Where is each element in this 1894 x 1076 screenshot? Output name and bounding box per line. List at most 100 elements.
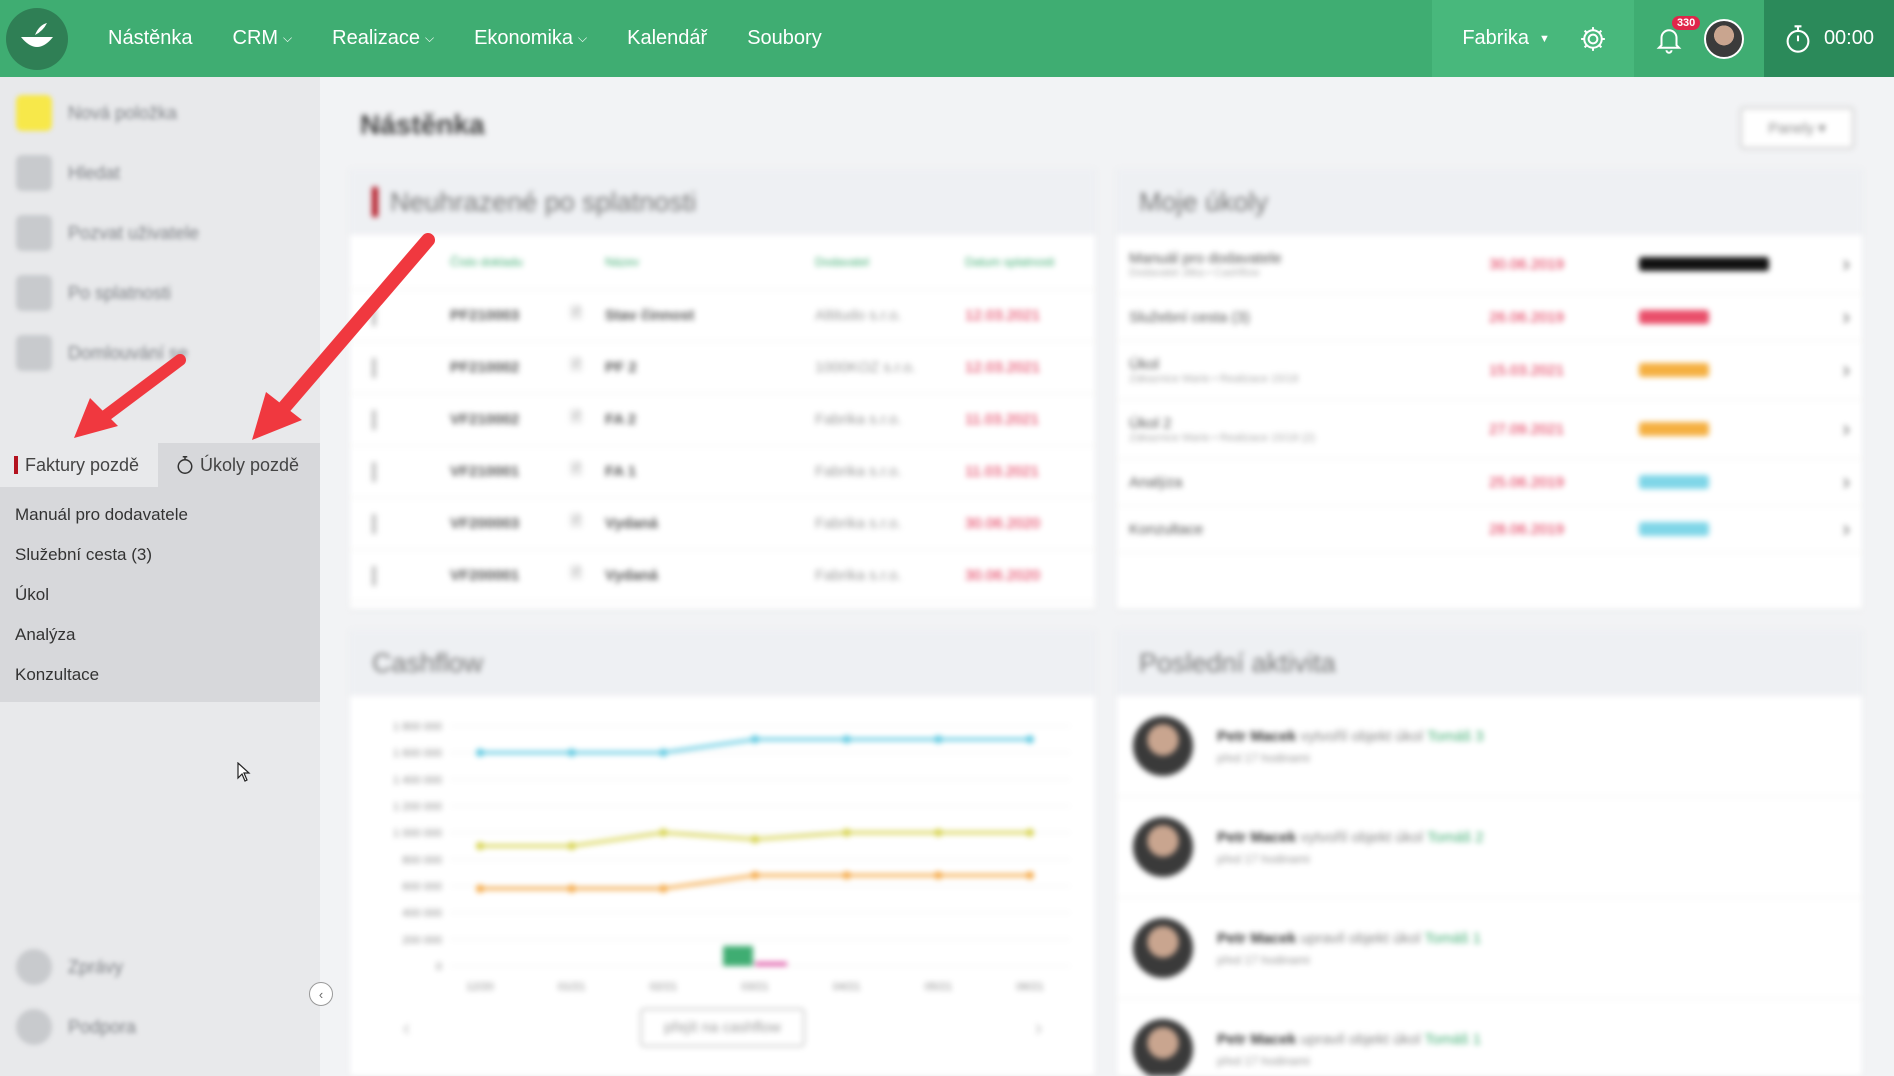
table-row[interactable]: VF210002 🗎 FA 2 Fabrika s.r.o. 11.03.2021 [350, 394, 1095, 446]
data-point[interactable] [751, 735, 759, 744]
stopwatch-icon [1786, 24, 1810, 53]
table-row[interactable]: VF200003 🗎 Vydaná Fabrika s.r.o. 30.06.2020 [350, 498, 1095, 550]
time-tracker[interactable]: 00:00 [1763, 0, 1894, 77]
data-point[interactable] [659, 884, 668, 893]
table-row[interactable]: PF210002 🗎 PF 2 1000KOZ s.r.o. 12.03.2021 [350, 342, 1095, 394]
task-info: Analýza [1117, 474, 1489, 491]
sidebar-item-negotiating[interactable]: Domlouvání se [0, 323, 320, 383]
list-item[interactable]: Analýza [15, 625, 76, 644]
activity-item[interactable]: Petr Macek upravil objekt úkol Tomáš 1 př… [1117, 898, 1862, 999]
go-to-cashflow-button[interactable]: přejít na cashflow [640, 1008, 805, 1047]
chevron-right-icon[interactable]: › [1842, 357, 1850, 382]
nav-nastenka[interactable]: Nástěnka [108, 27, 193, 50]
table-row[interactable]: VF200001 🗎 Vydaná Fabrika s.r.o. 30.06.2020 [350, 550, 1095, 602]
sidebar-item-overdue[interactable]: Po splatnosti [0, 263, 320, 323]
table-row[interactable]: PF210003 🗎 Stav činnost Altitudo s.r.o. 12.0… [350, 290, 1095, 342]
nav-realizace[interactable]: Realizace ⌵ [332, 27, 434, 50]
chevron-right-icon[interactable]: › [1034, 1014, 1043, 1040]
activity-target[interactable]: Tomáš 2 [1426, 828, 1484, 846]
drag-handle-icon[interactable] [372, 305, 376, 326]
data-point[interactable] [476, 842, 484, 850]
sidebar-item-new[interactable]: Nová položka [0, 83, 320, 143]
task-name: Analýza [1129, 473, 1183, 491]
data-point[interactable] [567, 842, 576, 850]
panels-button[interactable]: Panely ▾ [1740, 107, 1854, 149]
unpaid-invoices-card: Neuhrazené po splatnosti Číslo dokladu N… [350, 169, 1095, 609]
list-item[interactable]: Konzultace [15, 665, 100, 684]
data-point[interactable] [934, 828, 943, 837]
nav-crm[interactable]: CRM ⌵ [233, 27, 293, 50]
chevron-right-icon[interactable]: › [1842, 469, 1850, 494]
task-row[interactable]: Analýza 25.06.2019 › [1117, 459, 1862, 506]
x-tick-label: 01/21 [558, 981, 586, 993]
activity-item[interactable]: Petr Macek upravil objekt úkol Tomáš 1 př… [1117, 999, 1862, 1076]
chevron-right-icon[interactable]: › [1842, 251, 1850, 276]
data-point[interactable] [567, 884, 576, 893]
task-row[interactable]: Služební cesta (3) 26.06.2019 › [1117, 294, 1862, 341]
data-point[interactable] [1026, 871, 1034, 880]
data-point[interactable] [659, 748, 668, 757]
nav-kalendar[interactable]: Kalendář [627, 27, 707, 50]
sidebar-item-invite[interactable]: Pozvat uživatele [0, 203, 320, 263]
task-row[interactable]: Úkol Zákaznice Marie • Realizace 15/18 15.… [1117, 341, 1862, 400]
drag-handle-icon[interactable] [372, 461, 376, 482]
tab-tasks-late[interactable]: Úkoly pozdě [158, 443, 320, 487]
chevron-left-icon[interactable]: ‹ [402, 1014, 411, 1040]
activity-target[interactable]: Tomáš 1 [1424, 929, 1482, 947]
activity-target[interactable]: Tomáš 1 [1424, 1030, 1482, 1048]
task-row[interactable]: Úkol 2 Zákaznice Marie • Realizace 15/18 … [1117, 400, 1862, 459]
nav-ekonomika[interactable]: Ekonomika ⌵ [474, 27, 587, 50]
activity-item[interactable]: Petr Macek vytvořil objekt úkol Tomáš 3 p… [1117, 696, 1862, 797]
chart-bar[interactable] [723, 946, 753, 966]
activity-action: upravil objekt úkol [1300, 929, 1421, 947]
drag-handle-icon[interactable] [372, 357, 376, 378]
chart-bar[interactable] [755, 962, 787, 966]
data-point[interactable] [842, 735, 851, 744]
list-item[interactable]: Služební cesta (3) [15, 545, 153, 564]
list-item[interactable]: Manuál pro dodavatele [15, 505, 188, 524]
data-point[interactable] [934, 735, 943, 744]
drag-handle-icon[interactable] [372, 513, 376, 534]
data-point[interactable] [751, 871, 759, 880]
task-row[interactable]: Manuál pro dodavatele Dodavatel Jitka • C… [1117, 235, 1862, 294]
data-point[interactable] [842, 871, 851, 880]
tab-invoices-late[interactable]: Faktury pozdě [0, 443, 158, 487]
gear-icon[interactable] [1578, 24, 1608, 54]
sidebar-item-label: Zprávy [68, 956, 124, 977]
data-point[interactable] [1026, 828, 1034, 837]
data-point[interactable] [842, 828, 851, 837]
nav-soubory[interactable]: Soubory [747, 27, 822, 50]
chevron-right-icon[interactable]: › [1842, 416, 1850, 441]
data-point[interactable] [1026, 735, 1034, 744]
drag-handle-icon[interactable] [372, 565, 376, 586]
data-point[interactable] [659, 828, 668, 837]
task-row[interactable]: Konzultace 28.06.2019 › [1117, 506, 1862, 553]
list-item[interactable]: Úkol [15, 585, 50, 604]
data-point[interactable] [934, 871, 943, 880]
help-icon [16, 1009, 52, 1045]
activity-target[interactable]: Tomáš 3 [1426, 727, 1484, 745]
chevron-right-icon[interactable]: › [1842, 304, 1850, 329]
due-date: 30.06.2020 [965, 515, 1041, 532]
data-point[interactable] [476, 748, 484, 757]
collapse-sidebar-button[interactable]: ‹ [309, 982, 333, 1006]
data-point[interactable] [476, 884, 484, 893]
user-avatar[interactable] [1703, 18, 1744, 59]
card-header: Moje úkoly [1117, 169, 1862, 235]
data-point[interactable] [567, 748, 576, 757]
company-switcher[interactable]: Fabrika ▼ [1432, 0, 1634, 77]
sidebar-item-support[interactable]: Podpora [0, 997, 320, 1057]
column-header: Název [605, 255, 640, 269]
tab-label: Faktury pozdě [25, 454, 140, 475]
notifications-button[interactable]: 330 [1634, 0, 1704, 77]
chevron-right-icon[interactable]: › [1842, 516, 1850, 541]
drag-handle-icon[interactable] [372, 409, 376, 430]
table-row[interactable]: VF210001 🗎 FA 1 Fabrika s.r.o. 11.03.2021 [350, 446, 1095, 498]
sidebar-item-label: Pozvat uživatele [68, 222, 200, 243]
sidebar-item-search[interactable]: Hledat [0, 143, 320, 203]
activity-item[interactable]: Petr Macek vytvořil objekt úkol Tomáš 2 p… [1117, 797, 1862, 898]
app-logo[interactable] [6, 7, 68, 70]
card-header: Cashflow [350, 630, 1095, 696]
data-point[interactable] [751, 835, 759, 844]
sidebar-item-messages[interactable]: Zprávy [0, 937, 320, 997]
